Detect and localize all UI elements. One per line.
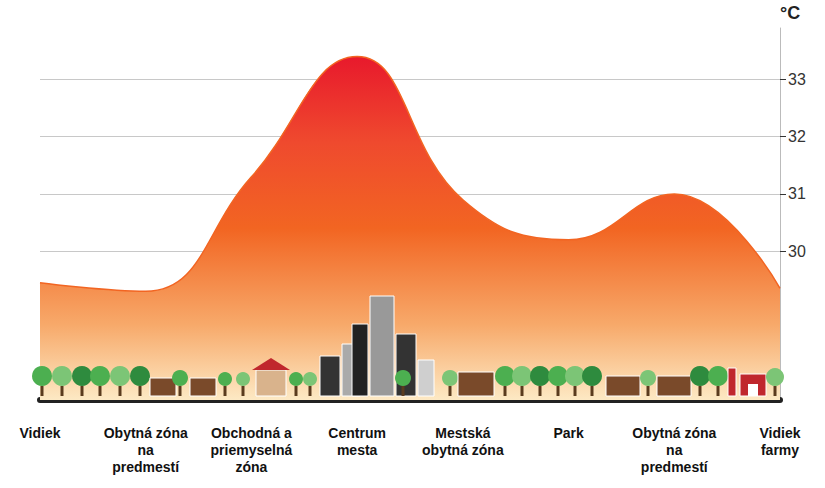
svg-text:farmy: farmy	[761, 442, 799, 458]
svg-text:predmestí: predmestí	[112, 459, 180, 475]
svg-text:Centrum: Centrum	[328, 425, 386, 441]
svg-text:priemyselná: priemyselná	[211, 442, 293, 458]
svg-text:Park: Park	[553, 425, 584, 441]
svg-text:predmestí: predmestí	[641, 459, 709, 475]
svg-text:Vidiek: Vidiek	[20, 425, 61, 441]
svg-text:zóna: zóna	[235, 459, 267, 475]
svg-text:32: 32	[788, 128, 806, 145]
svg-text:33: 33	[788, 71, 806, 88]
svg-text:obytná zóna: obytná zóna	[422, 442, 504, 458]
svg-text:30: 30	[788, 243, 806, 260]
svg-text:Obchodná a: Obchodná a	[211, 425, 292, 441]
svg-text:Mestská: Mestská	[435, 425, 490, 441]
svg-text:na: na	[666, 442, 683, 458]
svg-text:°C: °C	[780, 3, 800, 23]
svg-text:Obytná zóna: Obytná zóna	[104, 425, 188, 441]
svg-text:Obytná zóna: Obytná zóna	[632, 425, 716, 441]
svg-text:31: 31	[788, 185, 806, 202]
svg-text:Vidiek: Vidiek	[760, 425, 801, 441]
svg-text:na: na	[138, 442, 155, 458]
svg-text:mesta: mesta	[337, 442, 378, 458]
